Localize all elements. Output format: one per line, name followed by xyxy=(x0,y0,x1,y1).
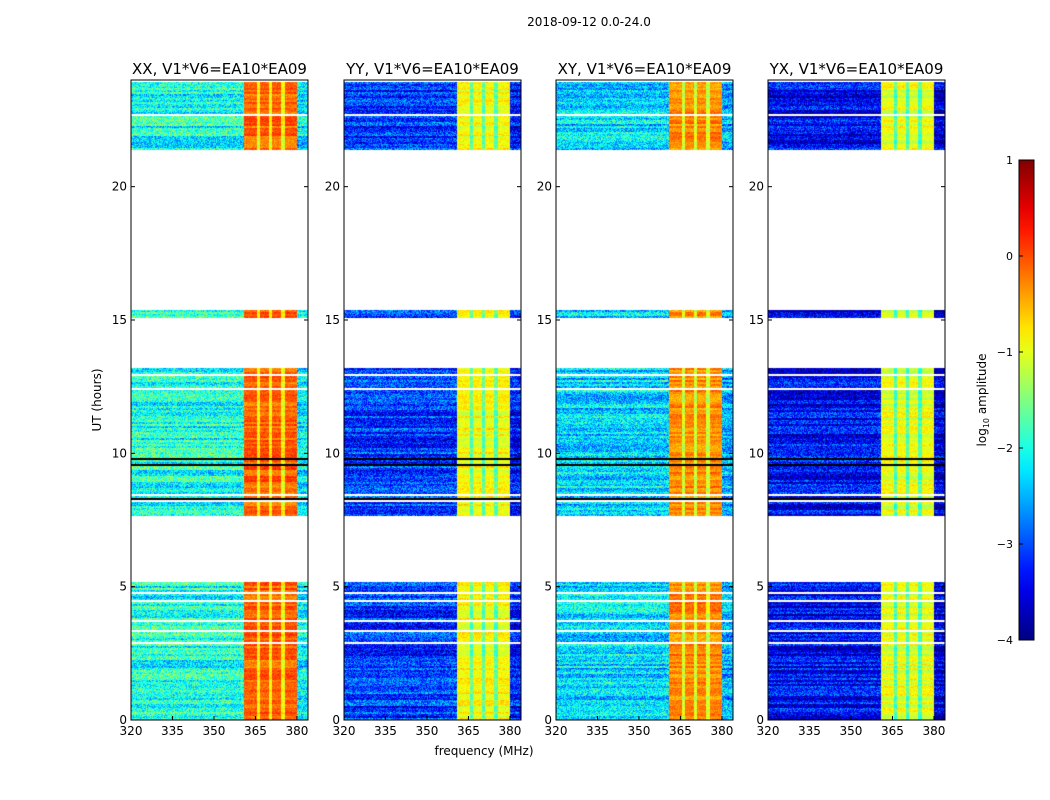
y-tick-label: 0 xyxy=(332,713,340,727)
figure-title: 2018-09-12 0.0-24.0 xyxy=(527,15,651,29)
panel-title: XX, V1*V6=EA10*EA09 xyxy=(132,60,307,78)
y-tick-label: 5 xyxy=(332,580,340,594)
colorbar-tick-label: −1 xyxy=(997,346,1013,359)
y-tick-label: 15 xyxy=(325,313,340,327)
x-tick-label: 350 xyxy=(203,724,226,738)
colorbar-tick-label: −3 xyxy=(997,538,1013,551)
y-tick-label: 20 xyxy=(325,180,340,194)
y-tick-label: 20 xyxy=(112,180,127,194)
x-tick-label: 365 xyxy=(669,724,692,738)
x-tick-label: 335 xyxy=(374,724,397,738)
y-tick-label: 15 xyxy=(537,313,552,327)
panel-title: XY, V1*V6=EA10*EA09 xyxy=(558,60,732,78)
y-tick-label: 5 xyxy=(119,580,127,594)
x-tick-label: 380 xyxy=(498,724,521,738)
panel-frame xyxy=(130,79,309,721)
y-tick-label: 5 xyxy=(756,580,764,594)
heatmap-panel-4 xyxy=(768,80,945,720)
y-tick-label: 10 xyxy=(749,446,764,460)
x-tick-label: 320 xyxy=(757,724,780,738)
x-tick-label: 365 xyxy=(244,724,267,738)
x-tick-label: 335 xyxy=(586,724,609,738)
y-tick-label: 20 xyxy=(749,180,764,194)
y-tick-label: 20 xyxy=(537,180,552,194)
y-tick-label: 10 xyxy=(325,446,340,460)
x-tick-label: 320 xyxy=(333,724,356,738)
colorbar-label: log10 amplitude xyxy=(975,354,991,447)
x-tick-label: 320 xyxy=(120,724,143,738)
x-tick-label: 350 xyxy=(416,724,439,738)
y-tick-label: 10 xyxy=(112,446,127,460)
y-axis-label: UT (hours) xyxy=(90,368,104,431)
colorbar xyxy=(1018,159,1035,641)
panel-frame xyxy=(767,79,946,721)
heatmap-panel-2 xyxy=(344,80,521,720)
colorbar-tick-label: 0 xyxy=(1006,250,1013,263)
x-tick-label: 350 xyxy=(628,724,651,738)
x-tick-label: 380 xyxy=(922,724,945,738)
y-tick-label: 15 xyxy=(749,313,764,327)
x-tick-label: 365 xyxy=(457,724,480,738)
x-tick-label: 350 xyxy=(840,724,863,738)
colorbar-tick-label: −4 xyxy=(997,634,1013,647)
y-tick-label: 15 xyxy=(112,313,127,327)
panel-frame xyxy=(555,79,734,721)
y-tick-label: 0 xyxy=(544,713,552,727)
x-tick-label: 380 xyxy=(710,724,733,738)
y-tick-label: 0 xyxy=(119,713,127,727)
panel-frame xyxy=(343,79,522,721)
panel-title: YY, V1*V6=EA10*EA09 xyxy=(345,60,519,78)
x-tick-label: 335 xyxy=(798,724,821,738)
y-tick-label: 0 xyxy=(756,713,764,727)
heatmap-panel-1 xyxy=(131,80,308,720)
colorbar-tick-label: −2 xyxy=(997,442,1013,455)
x-tick-label: 365 xyxy=(881,724,904,738)
x-axis-label: frequency (MHz) xyxy=(434,744,533,758)
x-tick-label: 380 xyxy=(285,724,308,738)
panel-title: YX, V1*V6=EA10*EA09 xyxy=(769,60,944,78)
heatmap-panel-3 xyxy=(556,80,733,720)
y-tick-label: 5 xyxy=(544,580,552,594)
y-tick-label: 10 xyxy=(537,446,552,460)
x-tick-label: 335 xyxy=(161,724,184,738)
colorbar-tick-label: 1 xyxy=(1006,154,1013,167)
x-tick-label: 320 xyxy=(545,724,568,738)
